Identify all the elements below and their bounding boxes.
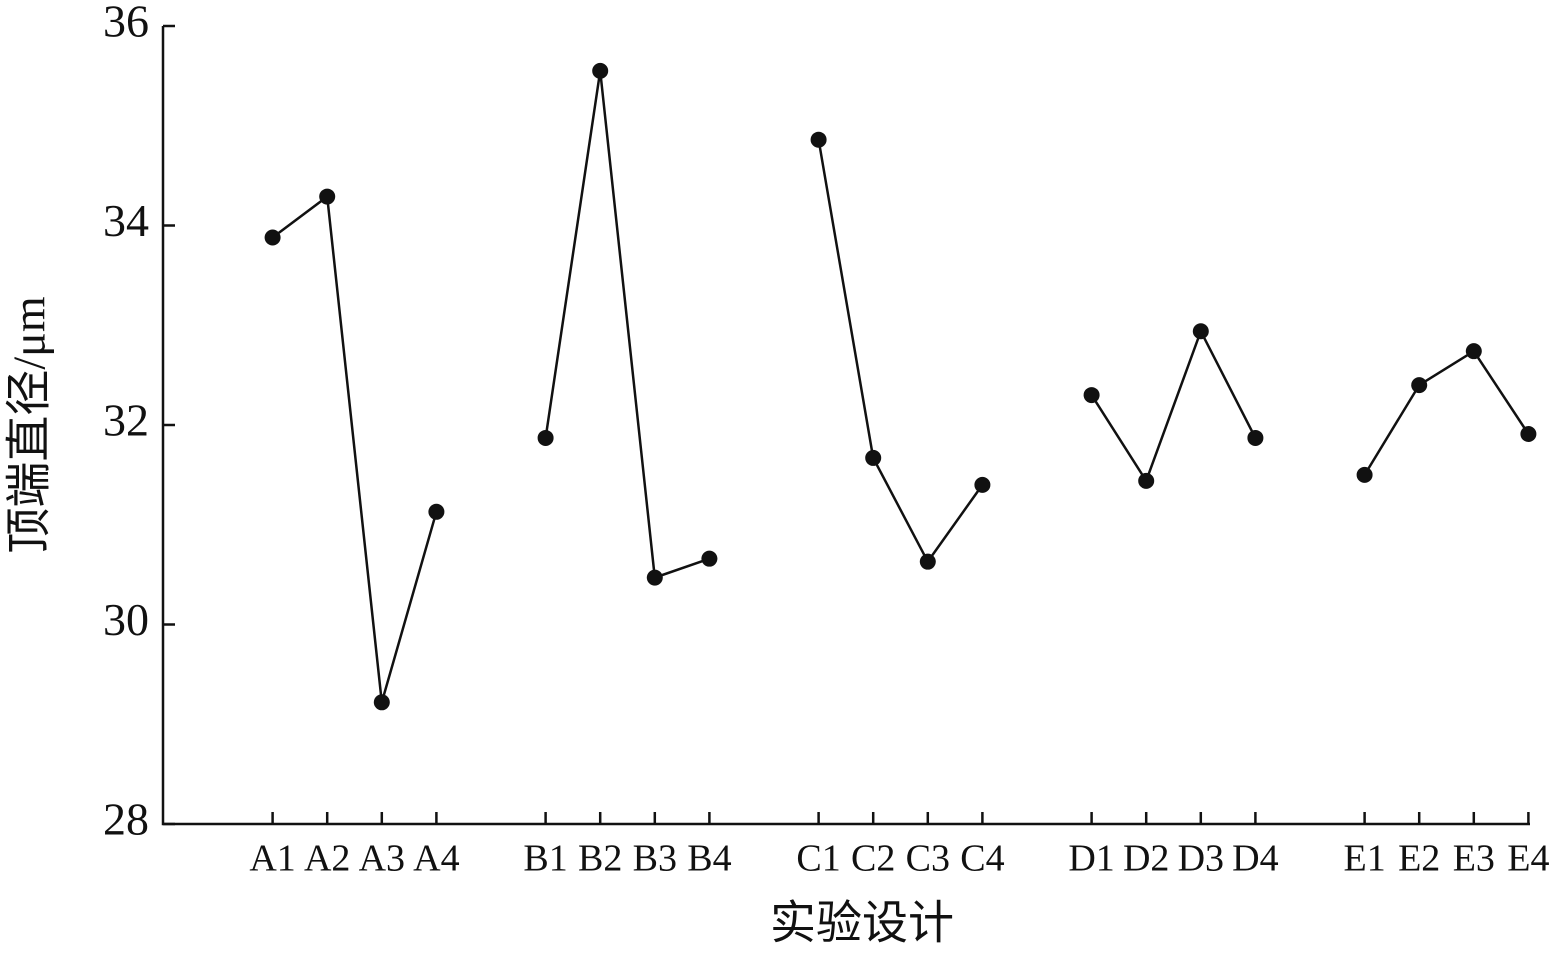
y-tick-label: 30 <box>103 594 149 645</box>
x-tick-label: E4 <box>1507 838 1549 880</box>
point <box>1411 377 1428 394</box>
point <box>1138 472 1155 489</box>
point <box>1520 425 1537 442</box>
x-tick-label: A4 <box>413 838 459 880</box>
point <box>810 131 827 148</box>
x-tick-label: A1 <box>249 838 295 880</box>
x-tick-label: B4 <box>687 838 731 880</box>
x-tick-label: C4 <box>960 838 1004 880</box>
point <box>319 188 336 205</box>
x-tick-label: B1 <box>523 838 567 880</box>
point <box>1192 323 1209 340</box>
point <box>1465 343 1482 360</box>
point <box>1247 429 1264 446</box>
point <box>974 476 991 493</box>
x-tick-label: D2 <box>1123 838 1169 880</box>
x-axis-label: 实验设计 <box>770 898 954 949</box>
point <box>264 229 281 246</box>
y-axis-label: 顶端直径/μm <box>4 296 55 553</box>
y-tick-label: 34 <box>103 195 149 246</box>
x-tick-label: A3 <box>359 838 405 880</box>
y-tick-label: 36 <box>103 0 149 47</box>
line <box>271 70 1530 703</box>
axes <box>161 26 1530 826</box>
point <box>592 62 609 79</box>
y-tick-label: 28 <box>103 794 149 845</box>
point <box>428 503 445 520</box>
point <box>1356 466 1373 483</box>
x-tick-label: E3 <box>1453 838 1495 880</box>
x-tick-label: B3 <box>633 838 677 880</box>
point <box>701 550 718 567</box>
point <box>373 694 390 711</box>
point <box>919 553 936 570</box>
point <box>646 569 663 586</box>
x-tick-label: E1 <box>1343 838 1385 880</box>
point <box>865 449 882 466</box>
x-tick-label: D4 <box>1232 838 1278 880</box>
point <box>537 429 554 446</box>
x-tick-label: C1 <box>796 838 840 880</box>
x-tick-label: C2 <box>851 838 895 880</box>
x-tick-label: E2 <box>1398 838 1440 880</box>
point <box>1083 387 1100 404</box>
x-tick-label: D3 <box>1178 838 1224 880</box>
x-tick-label: C3 <box>906 838 950 880</box>
x-tick-label: B2 <box>578 838 622 880</box>
y-tick-label: 32 <box>103 395 149 446</box>
x-tick-label: D1 <box>1068 838 1114 880</box>
x-tick-label: A2 <box>304 838 350 880</box>
